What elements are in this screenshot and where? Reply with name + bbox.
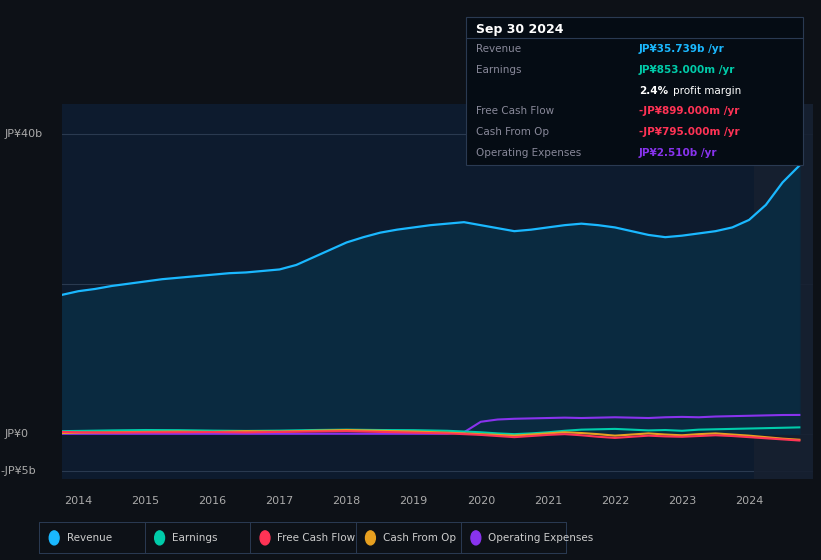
Text: JP¥0: JP¥0 (4, 429, 28, 439)
Text: Revenue: Revenue (67, 533, 112, 543)
Text: 2.4%: 2.4% (639, 86, 667, 96)
Text: -JP¥5b: -JP¥5b (0, 466, 35, 477)
Text: Cash From Op: Cash From Op (476, 127, 549, 137)
Text: 2014: 2014 (64, 496, 93, 506)
Text: profit margin: profit margin (673, 86, 741, 96)
Text: Revenue: Revenue (476, 44, 521, 54)
Text: 2020: 2020 (466, 496, 495, 506)
Text: 2024: 2024 (735, 496, 764, 506)
Text: 2018: 2018 (333, 496, 360, 506)
Text: 2017: 2017 (265, 496, 294, 506)
Text: 2019: 2019 (400, 496, 428, 506)
Text: -JP¥795.000m /yr: -JP¥795.000m /yr (639, 127, 740, 137)
Text: -JP¥899.000m /yr: -JP¥899.000m /yr (639, 106, 739, 116)
Bar (754, 104, 813, 479)
Text: Cash From Op: Cash From Op (383, 533, 456, 543)
Text: 2023: 2023 (667, 496, 696, 506)
Text: Earnings: Earnings (172, 533, 218, 543)
Text: 2022: 2022 (601, 496, 629, 506)
Text: Operating Expenses: Operating Expenses (488, 533, 594, 543)
Text: JP¥853.000m /yr: JP¥853.000m /yr (639, 65, 735, 75)
Text: Free Cash Flow: Free Cash Flow (476, 106, 554, 116)
Text: JP¥35.739b /yr: JP¥35.739b /yr (639, 44, 724, 54)
Text: Earnings: Earnings (476, 65, 521, 75)
Text: Operating Expenses: Operating Expenses (476, 148, 581, 158)
Text: JP¥2.510b /yr: JP¥2.510b /yr (639, 148, 718, 158)
Text: 2016: 2016 (199, 496, 227, 506)
Text: 2021: 2021 (534, 496, 562, 506)
Text: 2015: 2015 (131, 496, 159, 506)
Text: JP¥40b: JP¥40b (4, 129, 42, 139)
Text: Free Cash Flow: Free Cash Flow (277, 533, 355, 543)
Text: Sep 30 2024: Sep 30 2024 (476, 22, 564, 36)
